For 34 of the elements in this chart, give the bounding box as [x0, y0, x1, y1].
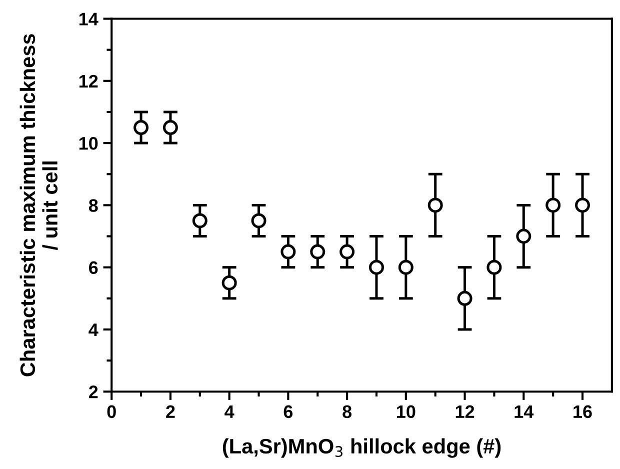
x-tick-label: 14 [514, 405, 534, 418]
point [162, 120, 178, 136]
point [134, 120, 149, 136]
y-tick-label: 2 [88, 386, 98, 398]
point [192, 213, 208, 228]
x-tick-label: 12 [456, 405, 474, 418]
x-tick-label: 16 [574, 405, 592, 418]
y-tick-label: 6 [89, 261, 98, 274]
y-tick-label: 10 [79, 136, 98, 150]
point [486, 260, 502, 275]
y-tick-label: 12 [79, 74, 98, 88]
point [368, 260, 384, 275]
y-tick-label: 14 [79, 12, 98, 26]
point [310, 244, 326, 260]
point [516, 228, 532, 244]
point [575, 198, 590, 213]
x-tick-label: 6 [284, 405, 293, 418]
y-axis-title: Characteristic maximum thickness / unit cell [20, 34, 58, 376]
point [398, 260, 414, 275]
point [251, 213, 266, 228]
point [280, 244, 296, 260]
y-tick-label: 4 [88, 324, 98, 336]
x-tick-label: 2 [166, 405, 175, 418]
point [340, 244, 355, 260]
point [222, 275, 237, 290]
x-tick-label: 4 [224, 405, 234, 418]
x-tick-label: 8 [342, 405, 352, 418]
y-tick-label: 8 [88, 199, 98, 212]
x-tick-label: 0 [107, 405, 116, 418]
x-tick-label: 10 [397, 405, 416, 418]
point [457, 290, 472, 306]
point [546, 198, 561, 213]
x-axis-title: (La,Sr)MnO$_{3}$ hillock edge (#) [222, 438, 501, 458]
point [428, 198, 443, 213]
